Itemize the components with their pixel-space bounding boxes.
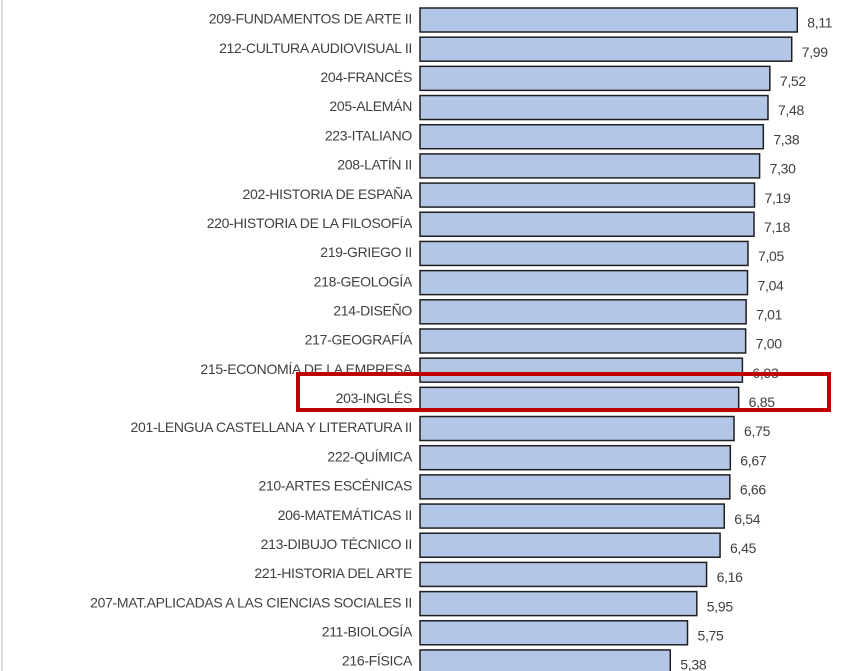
bar [419, 65, 771, 92]
bar [419, 590, 698, 617]
value-label: 5,75 [697, 627, 724, 643]
value-label: 7,52 [780, 73, 807, 89]
bar [419, 182, 756, 208]
category-label: 205-ALEMÁN [329, 98, 412, 114]
value-label: 7,05 [758, 248, 785, 264]
value-label: 6,45 [730, 540, 757, 556]
category-label: 216-FÍSICA [342, 653, 413, 669]
category-label: 214-DISEÑO [333, 303, 412, 319]
bar [419, 474, 731, 500]
category-label: 212-CULTURA AUDIOVISUAL II [219, 40, 412, 56]
value-label: 6,85 [749, 394, 776, 410]
value-label: 7,38 [773, 131, 800, 147]
bar [419, 240, 749, 267]
bar [419, 561, 708, 588]
bar [419, 620, 689, 646]
category-label: 213-DIBUJO TÉCNICO II [261, 536, 412, 552]
bar [419, 299, 747, 325]
value-label: 6,75 [744, 423, 771, 439]
value-label: 7,04 [758, 277, 785, 293]
value-label: 7,48 [778, 102, 805, 118]
category-label: 202-HISTORIA DE ESPAÑA [242, 186, 412, 202]
value-label: 7,30 [770, 161, 797, 177]
value-label: 7,99 [802, 44, 829, 60]
bar [419, 503, 725, 529]
bar [419, 269, 749, 296]
value-label: 6,67 [740, 452, 767, 468]
value-label: 7,01 [756, 307, 783, 323]
category-label: 204-FRANCÉS [320, 69, 412, 85]
bar [419, 444, 732, 471]
category-label: 207-MAT.APLICADAS A LAS CIENCIAS SOCIALE… [90, 594, 412, 610]
bar [419, 649, 672, 671]
bar [419, 211, 755, 238]
category-label: 222-QUÍMICA [327, 448, 413, 464]
category-label: 208-LATÍN II [337, 157, 412, 173]
value-label: 8,11 [807, 15, 833, 31]
bar [419, 123, 765, 150]
value-label: 7,18 [764, 219, 791, 235]
value-label: 5,38 [680, 657, 707, 671]
category-label: 210-ARTES ESCÉNICAS [258, 478, 412, 494]
value-label: 6,54 [734, 511, 761, 527]
category-label: 223-ITALIANO [325, 127, 413, 143]
category-label: 209-FUNDAMENTOS DE ARTE II [209, 11, 412, 27]
bar [419, 328, 747, 354]
bar [419, 153, 761, 179]
category-label: 203-INGLÉS [336, 390, 412, 406]
value-label: 6,66 [740, 482, 767, 498]
bar [419, 386, 740, 413]
bar [419, 415, 735, 442]
bar [419, 532, 721, 558]
highlight-box [296, 372, 831, 412]
category-label: 206-MATEMÁTICAS II [278, 507, 412, 523]
category-label: 219-GRIEGO II [320, 244, 412, 260]
category-label: 201-LENGUA CASTELLANA Y LITERATURA II [131, 419, 412, 435]
category-label: 211-BIOLOGÍA [322, 623, 413, 639]
bar [419, 7, 799, 33]
category-label: 218-GEOLOGÍA [314, 273, 413, 289]
value-label: 6,16 [717, 569, 744, 585]
category-label: 221-HISTORIA DEL ARTE [254, 565, 412, 581]
value-label: 7,19 [764, 190, 791, 206]
bar [419, 94, 769, 121]
value-label: 7,00 [756, 336, 783, 352]
category-label: 220-HISTORIA DE LA FILOSOFÍA [207, 215, 413, 231]
bar [419, 36, 793, 62]
category-label: 217-GEOGRAFÍA [305, 332, 413, 348]
bar [419, 357, 744, 383]
value-label: 5,95 [707, 598, 734, 614]
